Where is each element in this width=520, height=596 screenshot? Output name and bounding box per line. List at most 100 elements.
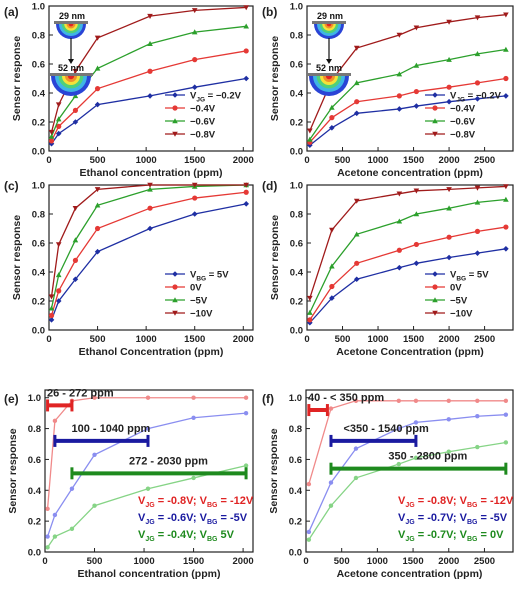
data-point: [243, 189, 249, 195]
data-point: [413, 62, 420, 68]
data-point: [353, 475, 359, 481]
data-point: [147, 13, 153, 19]
panel-letter: (a): [4, 5, 19, 19]
bias-condition: VJG = -0.6V; VBG = -5V: [138, 512, 248, 526]
condition-value: = -0.7V;: [415, 529, 460, 541]
data-point: [145, 395, 151, 400]
range-bar-3: 272 - 2030 ppm: [70, 455, 248, 480]
data-point: [413, 398, 419, 403]
data-point: [353, 80, 360, 86]
inset-arrow-head: [326, 59, 332, 64]
data-point: [396, 191, 403, 197]
y-tick-label: 0.6: [290, 60, 303, 71]
legend-entry: −0.6V: [190, 117, 216, 128]
data-point: [55, 102, 62, 108]
data-point: [413, 241, 419, 248]
series-3: [48, 182, 249, 311]
data-point: [191, 29, 198, 35]
x-tick-label: 2000: [438, 155, 459, 166]
chart-panel-1: (a) 0 500 1000 1500 2000 0.0 0.2 0.4 0.6 0.8 1.0 Eth…: [4, 2, 254, 180]
data-point: [396, 264, 403, 271]
data-point: [92, 395, 97, 400]
data-point: [475, 414, 480, 419]
data-point: [413, 25, 420, 31]
inset-arrow-head: [68, 59, 74, 64]
data-point: [172, 105, 178, 111]
panel-letter: (c): [4, 179, 19, 193]
legend-symbol: V: [190, 91, 197, 102]
x-tick-label: 0: [304, 155, 309, 166]
legend-entry: −0.4V: [450, 104, 476, 115]
y-tick-label: 0.8: [290, 210, 303, 221]
inset-disc-bottom: [307, 73, 351, 96]
data-point: [55, 130, 62, 137]
data-point: [328, 480, 334, 485]
data-point: [396, 247, 402, 253]
x-axis-label: Ethanol Concentration (ppm): [79, 346, 224, 358]
data-point: [48, 133, 55, 139]
x-tick-label: 1500: [183, 556, 204, 567]
data-point: [396, 461, 401, 467]
data-point: [243, 463, 249, 468]
data-point: [69, 526, 75, 532]
data-point: [52, 512, 58, 518]
plot-frame: [306, 184, 514, 331]
legend-entry: −0.4V: [190, 104, 216, 115]
data-point: [307, 295, 313, 301]
series-1: [307, 246, 509, 326]
data-point: [446, 398, 451, 403]
y-tick-label: 0.4: [32, 268, 46, 279]
legend-subscript: BG: [456, 276, 466, 283]
data-point: [432, 131, 438, 137]
data-point: [94, 248, 101, 255]
data-point: [191, 182, 198, 188]
condition-subscript: BG: [467, 519, 478, 526]
y-tick-label: 0.8: [32, 210, 45, 221]
data-point: [413, 260, 420, 267]
y-tick-label: 0.6: [289, 455, 302, 466]
legend-value: = 5V: [206, 270, 229, 281]
data-point: [145, 426, 151, 431]
inset-ring: [68, 24, 74, 27]
x-tick-label: 0: [304, 334, 309, 345]
inset-gate: [307, 73, 351, 76]
data-point: [243, 182, 249, 188]
range-bar-2: 100 - 1040 ppm: [53, 423, 151, 447]
data-point: [191, 84, 198, 90]
data-point: [329, 263, 335, 269]
y-tick-label: 0.0: [290, 326, 303, 337]
bias-condition: VJG = -0.7V; VBG = 0V: [398, 529, 504, 543]
condition-value: = -0.8V;: [415, 495, 460, 507]
data-point: [353, 45, 360, 51]
data-point: [147, 182, 153, 188]
data-point: [503, 412, 509, 417]
data-point: [191, 475, 196, 481]
x-tick-label: 2500: [474, 334, 495, 345]
y-tick-label: 0.8: [289, 424, 302, 435]
y-tick-label: 0.2: [290, 297, 303, 308]
data-point: [354, 260, 360, 266]
x-tick-label: 0: [46, 155, 51, 166]
condition-symbol: V: [138, 495, 146, 507]
data-point: [474, 80, 481, 86]
condition-subscript: BG: [207, 536, 218, 543]
condition-subscript: JG: [405, 536, 415, 543]
data-point: [503, 440, 509, 445]
data-point: [172, 284, 178, 290]
legend-entry: VJG = −0.2V: [190, 91, 242, 104]
data-point: [145, 486, 151, 491]
y-tick-label: 0.6: [290, 239, 303, 250]
condition-value: = -12V: [217, 495, 253, 507]
x-tick-label: 1500: [403, 334, 424, 345]
range-label: 100 - 1040 ppm: [71, 423, 150, 435]
x-tick-label: 1000: [367, 556, 388, 567]
panel-letter: (b): [262, 5, 277, 19]
series-line: [50, 203, 247, 321]
data-point: [307, 309, 313, 315]
data-point: [243, 410, 249, 416]
data-point: [306, 529, 312, 535]
legend-subscript: JG: [196, 97, 205, 104]
data-point: [172, 297, 178, 303]
inset-label-top: 29 nm: [59, 11, 85, 21]
data-point: [191, 395, 196, 400]
